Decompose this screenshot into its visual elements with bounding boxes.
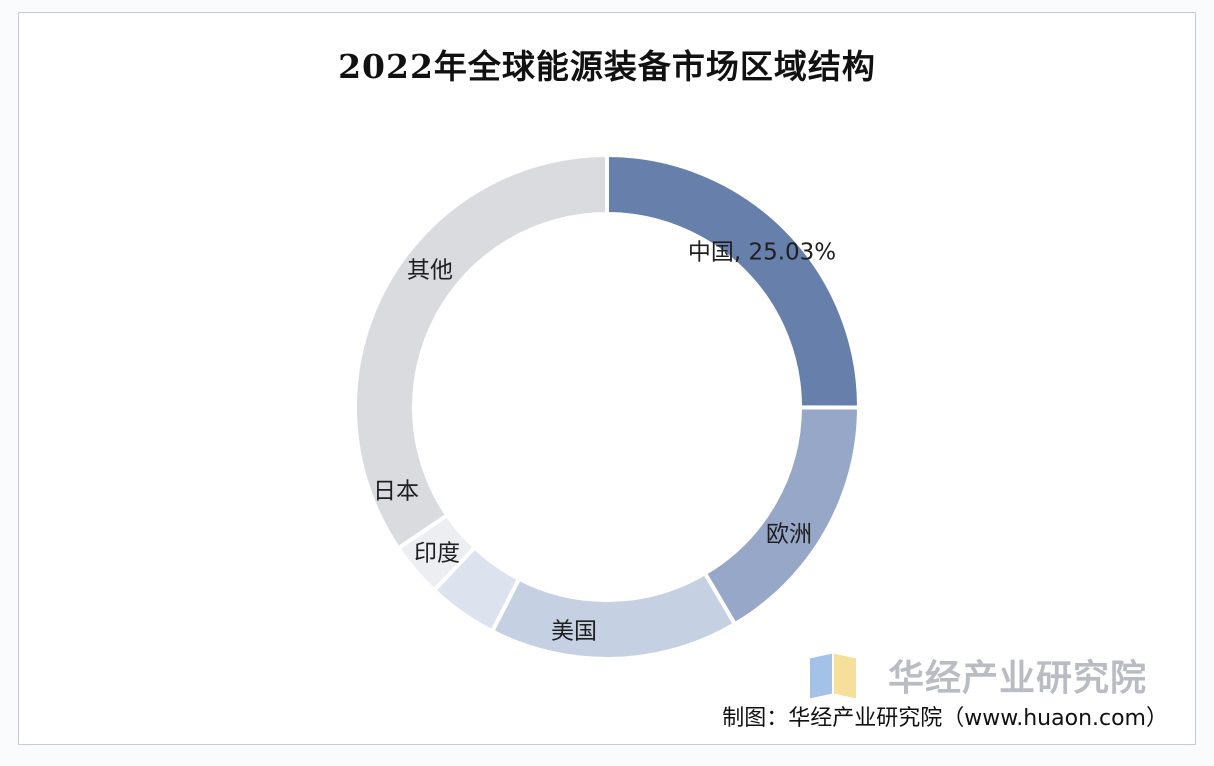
donut-slice-5 (353, 152, 609, 552)
slice-label-1: 欧洲 (766, 522, 812, 548)
source-note: 制图：华经产业研究院（www.huaon.com） (722, 706, 1168, 731)
slice-label-4: 日本 (373, 479, 419, 505)
watermark-text: 华经产业研究院 (888, 658, 1148, 699)
donut-slice-0 (605, 152, 862, 410)
slice-label-5: 其他 (407, 258, 453, 284)
donut-slice-1 (702, 405, 862, 627)
chart-title: 2022年全球能源装备市场区域结构 (338, 47, 876, 86)
slice-label-3: 印度 (414, 541, 460, 567)
slice-label-0: 中国, 25.03% (688, 240, 836, 266)
donut-slice-2 (489, 570, 738, 661)
huaon-logo-icon (810, 650, 870, 700)
watermark: 华经产业研究院 (810, 650, 1147, 700)
slice-label-2: 美国 (551, 619, 597, 645)
